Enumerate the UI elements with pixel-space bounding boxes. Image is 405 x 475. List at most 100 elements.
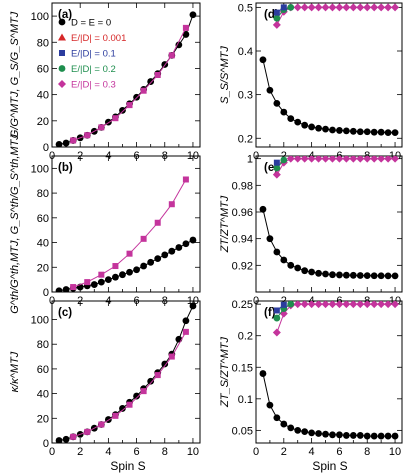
data-point [342,432,350,439]
data-point [384,3,393,12]
data-point [294,118,302,126]
series-e-d-0-1 [273,301,287,314]
data-point [391,129,399,137]
data-point [315,124,322,132]
data-point [140,262,148,270]
data-point [384,129,392,137]
legend-marker [58,33,66,41]
legend-marker [58,80,66,88]
y-tick-label: 60 [37,213,49,225]
y-axis-label: G^th/G^th,MTJ, G_S^th/G_S^th,MTJ [9,134,21,314]
data-point [377,156,386,163]
data-point [363,3,372,12]
data-point [147,258,155,266]
data-point [356,3,365,12]
data-point [119,271,126,279]
data-point [104,276,112,284]
data-point [55,437,63,443]
data-point [280,108,288,116]
series-d-e-0 [259,56,399,137]
data-point [62,286,70,292]
data-point [356,156,365,163]
x-tick-label: 4 [309,446,315,458]
data-point [377,432,385,440]
data-point [126,250,133,257]
legend: D = E = 0 E/|D| = 0.001 E/|D| = 0.1 E/|D| =… [58,18,126,91]
data-point [293,301,302,309]
data-point [273,307,280,314]
data-point [189,302,197,310]
x-axis-label-left: Spin S [110,459,145,473]
data-point [84,279,91,286]
data-point [259,370,267,377]
data-point [391,432,399,440]
data-point [328,301,337,309]
series-line [58,305,194,441]
data-point [321,301,330,309]
data-point [168,353,175,360]
data-point [140,388,147,395]
data-point [336,431,343,439]
data-point [259,205,267,213]
data-point [182,176,189,183]
data-point [273,99,281,107]
y-tick-label: 0.2 [238,133,253,145]
series-line [262,209,395,277]
data-point [391,301,400,309]
data-point [356,301,365,309]
panel-tag: (b) [58,162,73,174]
data-point [62,139,70,147]
data-point [133,392,140,400]
data-point [126,401,133,408]
data-point [272,20,281,29]
data-point [329,271,336,279]
data-point [335,156,344,163]
x-tick-label: 2 [77,446,83,458]
data-point [98,124,105,131]
data-point [97,278,105,286]
data-point [294,264,302,272]
y-tick-label: 0.25 [232,299,253,311]
data-point [363,156,372,163]
series-line [276,303,395,333]
data-point [55,287,63,292]
data-point [336,271,343,279]
x-tick-label: 8 [162,446,168,458]
data-point [154,72,161,78]
data-point [140,235,147,242]
data-point [280,301,287,308]
data-point [370,272,378,280]
data-point [119,405,126,412]
data-point [112,273,119,281]
series-e-d-0-2 [273,156,288,172]
data-point [308,123,316,131]
data-point [349,127,357,135]
legend-label: E/|D| = 0.1 [71,49,116,60]
y-tick-label: 0.1 [238,394,253,406]
legend-label: D = E = 0 [71,18,111,29]
data-point [182,328,189,335]
data-point [322,125,329,133]
data-point [314,301,323,309]
data-point [168,247,176,255]
x-tick-label: 8 [364,446,370,458]
y-tick-label: 60 [37,364,49,376]
data-point [168,52,175,59]
data-point [300,156,309,163]
series-e-d-0-1 [273,159,280,166]
y-axis-label: ZT/ZT^MTJ [219,195,231,253]
data-point [377,128,385,136]
data-point [300,301,309,309]
data-point [329,431,336,439]
series-line [262,59,395,134]
data-point [384,432,392,440]
data-point [140,87,147,94]
data-point [370,301,379,309]
y-tick-label: 0.2 [238,331,253,343]
data-point [307,3,316,12]
y-tick-label: 1 [247,154,253,166]
x-tick-label: 10 [187,446,199,458]
data-point [175,244,183,251]
data-point [384,156,393,163]
